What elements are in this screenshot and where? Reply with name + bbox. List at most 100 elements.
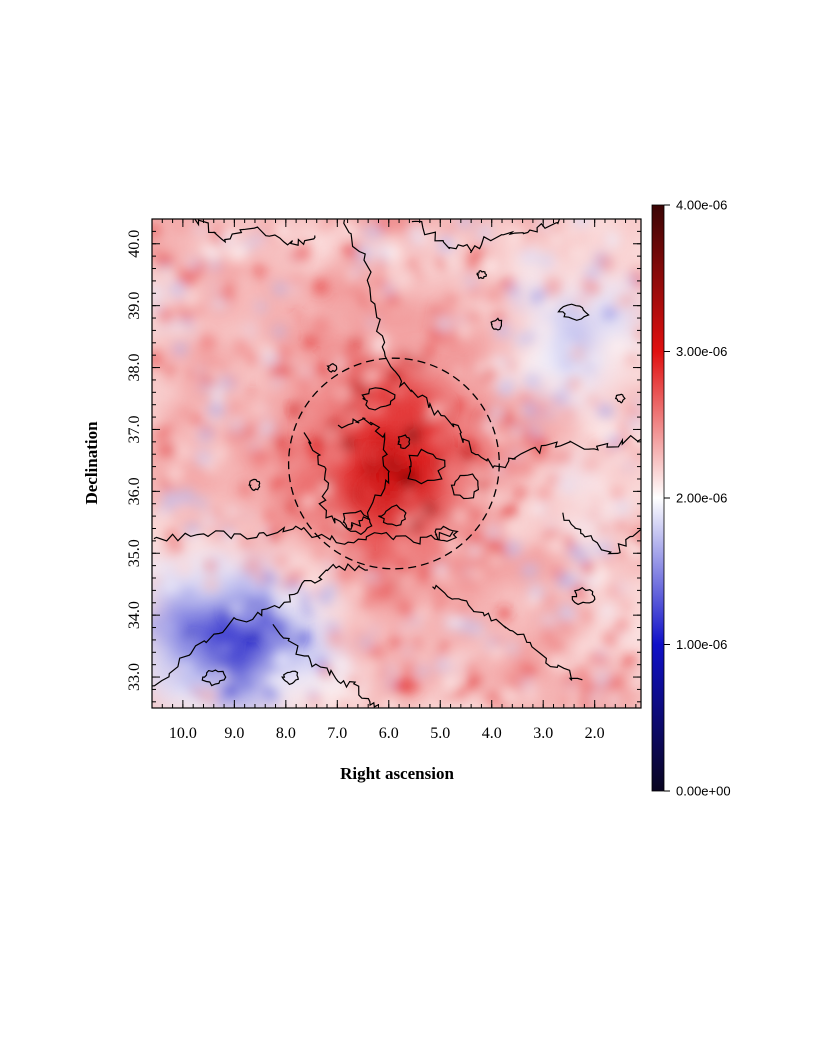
heatmap-speckle	[360, 685, 368, 692]
heatmap-speckle	[571, 506, 582, 518]
heatmap-cell	[634, 220, 641, 245]
heatmap-speckle	[384, 285, 394, 295]
heatmap-cell	[288, 219, 313, 225]
heatmap-speckle	[276, 224, 284, 232]
heatmap-speckle	[620, 423, 629, 432]
heatmap-speckle	[310, 696, 320, 706]
heatmap-speckle	[253, 233, 265, 245]
heatmap-speckle	[262, 406, 269, 414]
heatmap-speckle	[152, 350, 164, 367]
heatmap-speckle	[478, 480, 490, 492]
heatmap-speckle	[368, 225, 382, 239]
contour-line	[152, 563, 368, 687]
heatmap-speckle	[575, 385, 588, 398]
heatmap-speckle	[314, 547, 325, 559]
contour-line	[411, 219, 561, 254]
heatmap-speckle	[299, 378, 310, 389]
heatmap-cell	[271, 219, 296, 225]
heatmap-speckle	[617, 582, 628, 593]
heatmap-speckle	[160, 242, 171, 252]
heatmap-speckle	[226, 433, 237, 444]
heatmap-speckle	[370, 552, 378, 560]
heatmap-speckle	[276, 436, 289, 449]
x-tick-label: 7.0	[327, 725, 347, 742]
heatmap-speckle	[529, 421, 538, 429]
heatmap-cell	[634, 458, 641, 483]
heatmap-speckle	[270, 475, 285, 490]
heatmap-speckle	[162, 547, 173, 558]
heatmap-speckle	[511, 432, 521, 441]
heatmap-speckle	[538, 390, 546, 398]
heatmap-speckle	[180, 273, 194, 287]
heatmap-speckle	[546, 451, 562, 467]
heatmap-cell	[354, 219, 379, 225]
heatmap-speckle	[229, 418, 246, 435]
heatmap-speckle	[224, 684, 237, 697]
heatmap-speckle	[468, 545, 480, 557]
heatmap-speckle	[174, 342, 187, 356]
heatmap-speckle	[468, 531, 483, 547]
heatmap-speckle	[466, 374, 476, 384]
y-tick-label: 34.0	[126, 601, 143, 629]
heatmap-speckle	[329, 398, 337, 407]
heatmap-speckle	[406, 612, 414, 621]
heatmap-speckle	[597, 670, 610, 683]
heatmap-speckle	[517, 252, 527, 261]
heatmap-speckle	[230, 264, 242, 277]
contour-loop	[326, 363, 338, 373]
heatmap-speckle	[522, 664, 535, 677]
heatmap-speckle	[586, 542, 599, 555]
heatmap-speckle	[391, 503, 407, 518]
heatmap-cell	[617, 219, 641, 225]
heatmap-speckle	[261, 465, 270, 475]
heatmap-speckle	[530, 429, 540, 439]
heatmap-speckle	[553, 568, 563, 579]
heatmap-speckle	[152, 617, 160, 631]
heatmap-speckle	[191, 650, 204, 663]
heatmap-speckle	[540, 323, 550, 334]
heatmap-speckle	[187, 370, 196, 379]
heatmap-speckle	[253, 264, 266, 277]
heatmap-speckle	[320, 382, 329, 391]
heatmap-speckle	[177, 299, 187, 309]
heatmap-speckle	[614, 619, 629, 634]
heatmap-speckle	[362, 228, 370, 236]
heatmap-speckle	[264, 509, 277, 522]
contour-loop	[407, 448, 446, 485]
heatmap-speckle	[476, 663, 486, 674]
heatmap-speckle	[587, 282, 600, 295]
heatmap-speckle	[301, 494, 316, 508]
heatmap-speckle	[604, 232, 619, 247]
heatmap-cell	[502, 219, 527, 225]
heatmap-speckle	[467, 250, 483, 267]
heatmap-speckle	[203, 245, 219, 261]
heatmap-speckle	[392, 558, 405, 570]
heatmap-speckle	[325, 583, 337, 595]
heatmap-speckle	[203, 576, 219, 592]
heatmap-speckle	[197, 366, 206, 375]
heatmap-speckle	[256, 302, 266, 312]
heatmap-speckle	[415, 271, 424, 281]
heatmap-speckle	[608, 694, 620, 706]
heatmap-speckle	[541, 630, 556, 645]
heatmap-speckle	[317, 481, 334, 497]
heatmap-speckle	[446, 439, 455, 448]
colorbar-tick-label: 1.00e-06	[676, 637, 727, 652]
heatmap-speckle	[242, 239, 254, 251]
heatmap-speckle	[176, 559, 193, 576]
heatmap-cell	[634, 656, 641, 681]
heatmap-speckle	[424, 261, 438, 275]
heatmap-speckle	[604, 307, 617, 321]
heatmap-speckle	[570, 304, 577, 312]
heatmap-speckle	[195, 223, 206, 234]
heatmap-speckle	[524, 373, 540, 389]
heatmap-speckle	[542, 410, 552, 419]
heatmap-speckle	[420, 453, 429, 462]
heatmap-speckle	[312, 279, 329, 295]
heatmap-speckle	[190, 639, 198, 646]
heatmap-speckle	[459, 652, 467, 660]
heatmap-noise-field	[152, 219, 641, 708]
heatmap-speckle	[518, 429, 533, 444]
heatmap-speckle	[498, 606, 511, 620]
